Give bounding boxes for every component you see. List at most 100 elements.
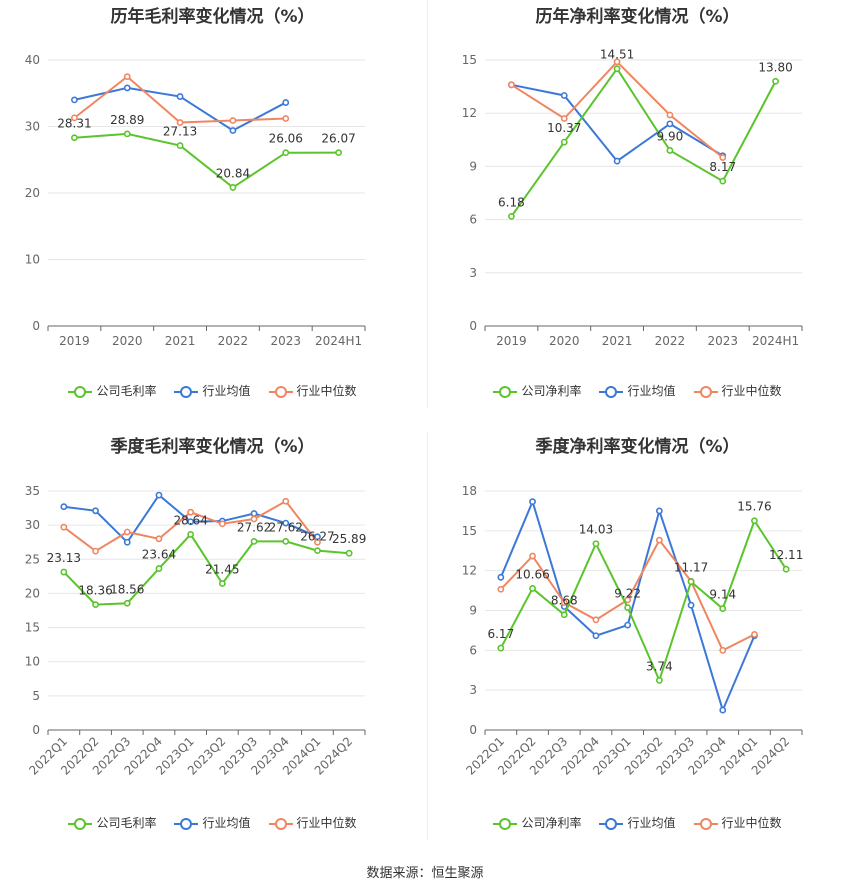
data-point[interactable] [655, 676, 663, 684]
legend-item[interactable]: 公司毛利率 [68, 814, 156, 831]
data-point[interactable] [655, 507, 663, 515]
legend-item[interactable]: 公司净利率 [493, 814, 581, 831]
data-point[interactable] [123, 538, 131, 546]
data-point[interactable] [229, 117, 237, 124]
data-point[interactable] [751, 630, 758, 638]
data-point[interactable] [282, 519, 290, 527]
data-point[interactable] [782, 565, 790, 573]
data-point[interactable] [560, 599, 568, 606]
data-point[interactable] [719, 177, 727, 185]
legend-item[interactable]: 行业均值 [174, 814, 251, 831]
data-point[interactable] [71, 134, 78, 142]
data-point[interactable] [71, 96, 78, 104]
data-point[interactable] [282, 115, 290, 122]
legend-item[interactable]: 公司净利率 [493, 382, 581, 399]
data-point[interactable] [123, 73, 131, 81]
data-point[interactable] [335, 149, 342, 157]
data-point[interactable] [592, 616, 600, 624]
data-point[interactable] [229, 127, 237, 134]
data-point[interactable] [123, 528, 131, 536]
data-point[interactable] [314, 547, 321, 555]
data-point[interactable] [497, 573, 505, 581]
data-point[interactable] [282, 497, 290, 505]
data-point[interactable] [229, 184, 237, 191]
chart-legend[interactable]: 公司毛利率 行业均值 行业中位数 [0, 382, 425, 399]
data-point[interactable] [345, 549, 353, 557]
data-point[interactable] [60, 523, 68, 531]
data-point[interactable] [123, 84, 131, 92]
data-point[interactable] [719, 154, 727, 161]
data-point[interactable] [624, 604, 632, 611]
data-point[interactable] [613, 157, 621, 165]
data-point[interactable] [613, 65, 621, 73]
data-point[interactable] [155, 535, 163, 543]
data-point[interactable] [508, 81, 515, 89]
data-point[interactable] [529, 552, 536, 560]
data-point[interactable] [250, 515, 258, 523]
data-point[interactable] [624, 596, 632, 604]
data-point[interactable] [176, 142, 184, 149]
legend-item[interactable]: 行业中位数 [268, 814, 357, 831]
data-point[interactable] [314, 538, 321, 546]
data-point[interactable] [155, 565, 163, 572]
data-point[interactable] [592, 540, 600, 548]
data-point[interactable] [218, 520, 226, 528]
legend-item[interactable]: 公司毛利率 [68, 382, 156, 399]
data-point[interactable] [176, 93, 184, 100]
data-point[interactable] [282, 149, 290, 157]
data-point[interactable] [123, 599, 131, 607]
legend-item[interactable]: 行业均值 [174, 382, 251, 399]
data-point[interactable] [71, 114, 78, 122]
data-point[interactable] [187, 508, 195, 516]
data-point[interactable] [772, 77, 779, 85]
legend-item[interactable]: 行业均值 [599, 814, 676, 831]
x-tick-label: 2021 [165, 334, 196, 348]
data-point[interactable] [60, 503, 68, 511]
data-point[interactable] [687, 601, 695, 609]
data-point[interactable] [60, 568, 68, 576]
data-point[interactable] [187, 531, 195, 538]
legend-item[interactable]: 行业均值 [599, 382, 676, 399]
data-point[interactable] [529, 585, 536, 592]
data-point[interactable] [613, 58, 621, 66]
data-point[interactable] [123, 130, 131, 138]
legend-item[interactable]: 行业中位数 [693, 814, 782, 831]
data-point[interactable] [666, 147, 674, 154]
data-point[interactable] [508, 213, 515, 220]
data-point[interactable] [250, 510, 258, 517]
data-point[interactable] [719, 605, 727, 613]
data-point[interactable] [560, 611, 568, 619]
data-point[interactable] [624, 621, 632, 629]
data-point[interactable] [719, 646, 727, 654]
data-point[interactable] [282, 99, 290, 106]
chart-legend[interactable]: 公司净利率 行业均值 行业中位数 [425, 382, 850, 399]
data-point[interactable] [250, 537, 258, 545]
data-label: 12.11 [769, 548, 803, 562]
data-point[interactable] [92, 601, 99, 609]
data-point[interactable] [92, 547, 99, 555]
data-point[interactable] [218, 580, 226, 587]
data-point[interactable] [497, 585, 505, 593]
chart-legend[interactable]: 公司净利率 行业均值 行业中位数 [425, 814, 850, 831]
data-point[interactable] [655, 536, 663, 544]
data-point[interactable] [497, 644, 505, 652]
data-point[interactable] [529, 498, 536, 506]
data-point[interactable] [751, 517, 758, 525]
data-point[interactable] [687, 578, 695, 586]
legend-item[interactable]: 行业中位数 [268, 382, 357, 399]
data-point[interactable] [560, 115, 568, 122]
data-point[interactable] [560, 138, 568, 146]
legend-item[interactable]: 行业中位数 [693, 382, 782, 399]
data-point[interactable] [176, 119, 184, 126]
y-tick-label: 12 [462, 564, 477, 578]
data-point[interactable] [666, 111, 674, 119]
data-point[interactable] [592, 632, 600, 640]
chart-legend[interactable]: 公司毛利率 行业均值 行业中位数 [0, 814, 425, 831]
data-point[interactable] [282, 537, 290, 545]
data-point[interactable] [666, 120, 674, 128]
data-point[interactable] [155, 491, 163, 499]
data-point[interactable] [719, 706, 727, 714]
data-point[interactable] [560, 92, 568, 99]
data-point[interactable] [92, 507, 99, 515]
data-point[interactable] [187, 518, 195, 526]
